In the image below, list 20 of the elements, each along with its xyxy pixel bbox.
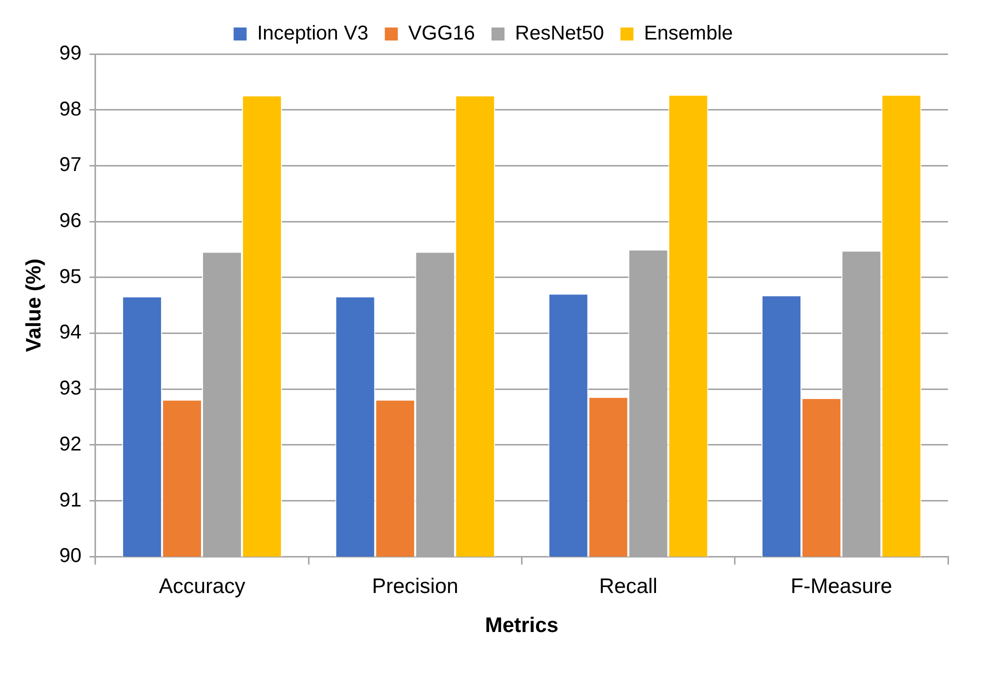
x-tick-label: F-Measure <box>790 574 892 598</box>
legend-label: Ensemble <box>644 22 733 45</box>
legend-label: Inception V3 <box>257 22 368 45</box>
y-axis-title: Value (%) <box>22 258 46 352</box>
x-tick-label: Accuracy <box>158 574 246 598</box>
y-tick-label: 96 <box>59 210 82 232</box>
y-tick-label: 94 <box>59 322 82 344</box>
y-tick-label: 95 <box>59 266 82 288</box>
y-tick-label: 92 <box>59 433 82 456</box>
legend-label: ResNet50 <box>515 22 604 45</box>
x-tick-label: Recall <box>599 574 658 598</box>
legend-label: VGG16 <box>408 22 476 45</box>
x-axis-title: Metrics <box>484 614 558 638</box>
y-tick-label: 99 <box>59 42 82 65</box>
y-tick-label: 91 <box>59 489 82 512</box>
y-tick-label: 97 <box>59 154 82 176</box>
y-tick-label: 90 <box>59 545 82 568</box>
y-tick-label: 93 <box>59 378 82 400</box>
y-tick-label: 98 <box>59 98 82 120</box>
x-tick-label: Precision <box>372 574 458 598</box>
